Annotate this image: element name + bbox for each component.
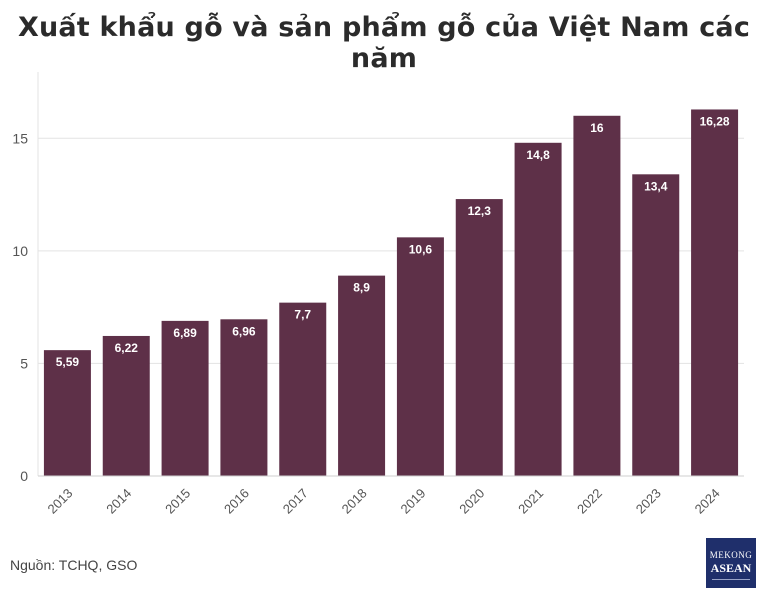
bar	[514, 142, 562, 476]
logo-rule	[712, 579, 750, 580]
y-tick-label: 5	[20, 355, 28, 371]
mekong-asean-logo: MEKONG ASEAN	[706, 538, 756, 588]
bar-value-label: 16	[590, 121, 604, 135]
bar-value-label: 12,3	[468, 204, 492, 218]
bar-value-label: 6,89	[173, 326, 197, 340]
bar-value-label: 16,28	[700, 114, 730, 128]
bar	[279, 302, 327, 476]
x-tick-label: 2023	[633, 486, 664, 517]
bar-value-label: 8,9	[353, 281, 370, 295]
x-tick-label: 2014	[103, 486, 134, 517]
bar	[102, 335, 150, 476]
bar-value-label: 10,6	[409, 242, 433, 256]
bar	[455, 199, 503, 476]
x-tick-label: 2015	[162, 486, 193, 517]
x-tick-label: 2021	[515, 486, 546, 517]
bar	[43, 350, 91, 476]
bar-value-label: 13,4	[644, 179, 668, 193]
y-tick-label: 0	[20, 468, 28, 484]
bar-value-label: 6,22	[115, 341, 139, 355]
source-note: Nguồn: TCHQ, GSO	[10, 557, 138, 573]
bar	[396, 237, 444, 476]
chart-title: Xuất khẩu gỗ và sản phẩm gỗ của Việt Nam…	[17, 12, 751, 74]
x-tick-label: 2020	[456, 486, 487, 517]
bar	[573, 115, 621, 477]
x-tick-label: 2022	[574, 486, 605, 517]
bar	[338, 275, 386, 476]
bar-value-label: 6,96	[232, 324, 256, 338]
bar	[691, 109, 739, 476]
x-tick-label: 2019	[397, 486, 428, 517]
x-tick-label: 2017	[280, 486, 311, 517]
x-tick-label: 2013	[44, 486, 75, 517]
bar-value-label: 7,7	[294, 308, 311, 322]
logo-line2: ASEAN	[710, 561, 752, 575]
bar-value-label: 5,59	[56, 355, 80, 369]
x-tick-label: 2018	[339, 486, 370, 517]
y-tick-label: 15	[12, 130, 28, 146]
bar	[632, 174, 680, 476]
bar	[220, 319, 268, 476]
logo-line1: MEKONG	[709, 550, 753, 560]
bar-value-label: 14,8	[526, 148, 550, 162]
bar	[161, 320, 209, 476]
x-tick-label: 2016	[221, 486, 252, 517]
y-tick-label: 10	[12, 243, 28, 259]
x-tick-label: 2024	[692, 486, 723, 517]
